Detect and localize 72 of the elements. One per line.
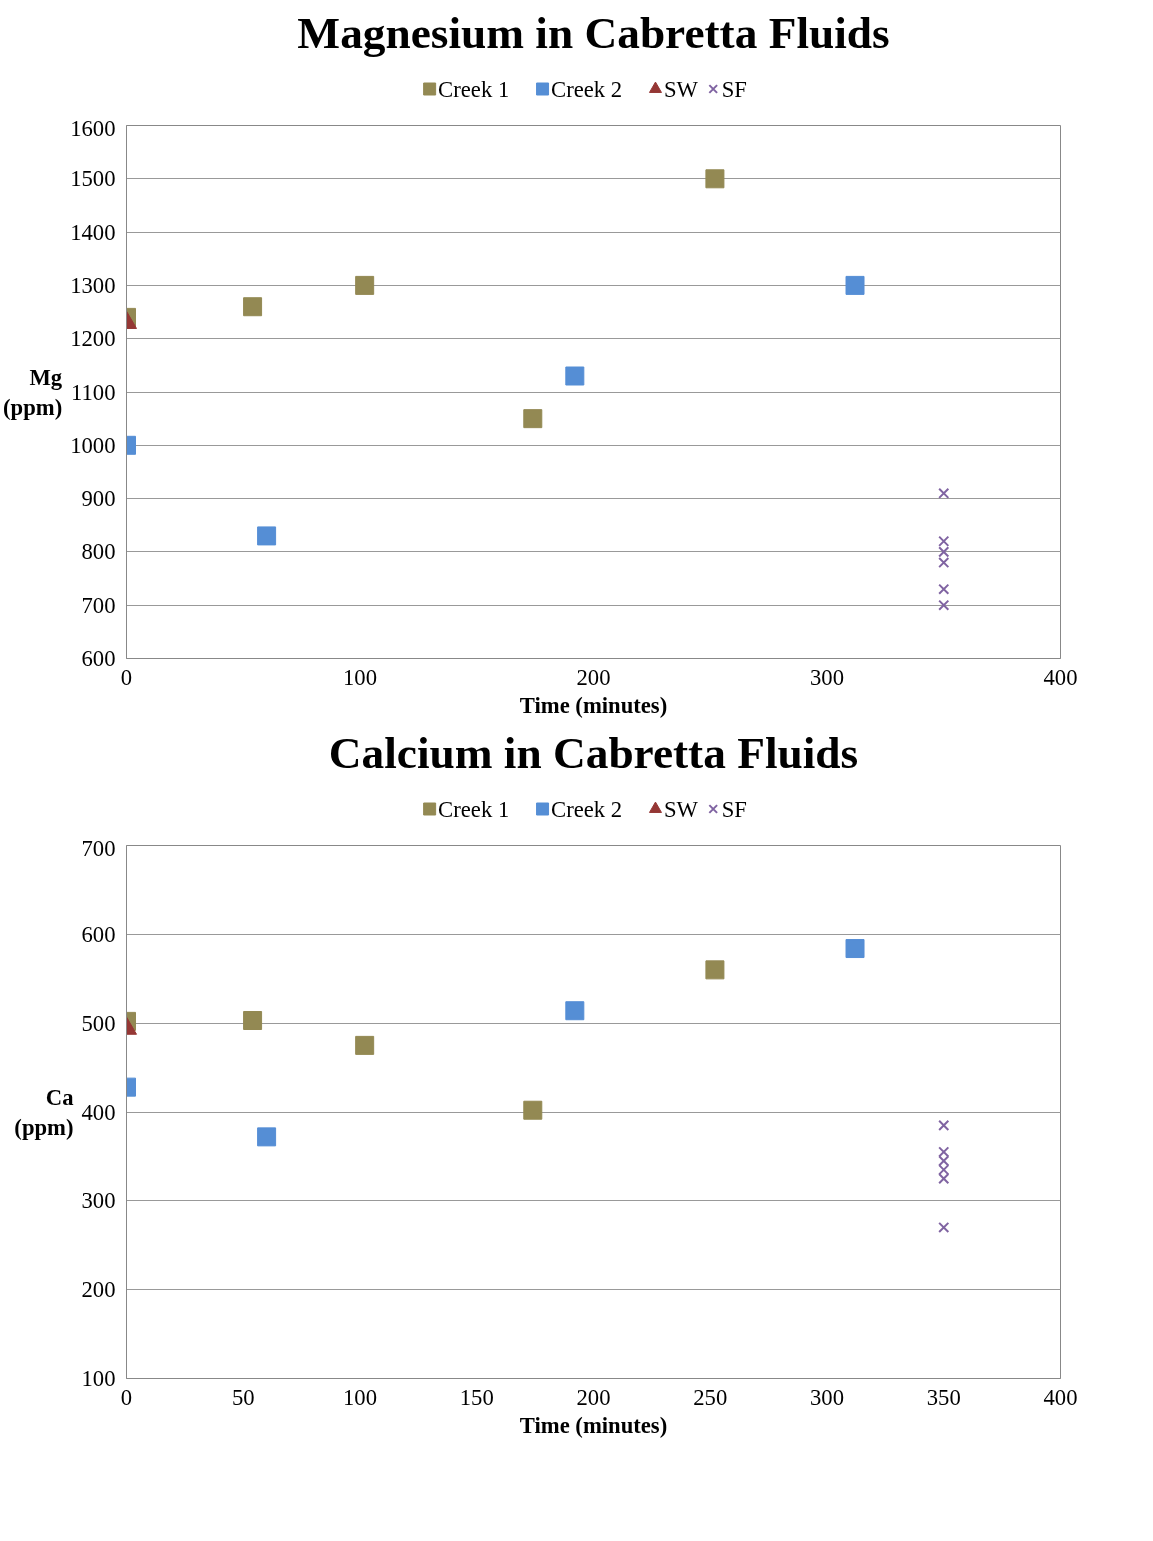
y-tick-label: 1000 xyxy=(70,432,116,458)
point xyxy=(565,1001,585,1021)
y-tick-label: 500 xyxy=(81,1010,116,1036)
y-tick-label: 800 xyxy=(81,539,116,565)
point xyxy=(257,526,277,546)
x-tick-label: 400 xyxy=(1043,664,1078,690)
point xyxy=(938,1146,950,1158)
x-tick-label: 200 xyxy=(576,664,611,690)
x-tick-label: 100 xyxy=(343,1384,377,1410)
x-tick-label: 50 xyxy=(231,1384,255,1410)
point xyxy=(938,487,950,499)
y-tick-label: 700 xyxy=(81,835,116,861)
point xyxy=(845,275,865,295)
point xyxy=(355,1035,375,1055)
x-tick-label: 300 xyxy=(810,664,844,690)
legend-label: Creek 1 xyxy=(438,76,510,102)
point xyxy=(938,583,950,595)
y-tick-label: 1300 xyxy=(70,272,116,298)
x-tick-label: 150 xyxy=(459,1384,494,1410)
legend-label: SF xyxy=(721,76,747,102)
point xyxy=(705,960,725,980)
x-axis-title: Time (minutes) xyxy=(519,1412,668,1438)
legend-label: SW xyxy=(663,796,699,822)
point xyxy=(243,297,263,317)
y-tick-label: 600 xyxy=(81,921,116,947)
x-tick-label: 400 xyxy=(1043,1384,1078,1410)
y-tick-label: 600 xyxy=(81,646,116,671)
point xyxy=(565,366,585,386)
x-tick-label: 0 xyxy=(120,1384,133,1410)
point xyxy=(705,169,725,189)
legend-label: SW xyxy=(663,76,699,102)
point xyxy=(938,535,950,547)
x-tick-label: 100 xyxy=(343,664,377,690)
x-tick-label: 300 xyxy=(810,1384,844,1410)
y-axis-title: Ca (ppm) xyxy=(14,1084,74,1140)
y-tick-label: 200 xyxy=(81,1277,116,1303)
y-tick-label: 300 xyxy=(81,1188,116,1214)
point xyxy=(938,599,950,611)
y-tick-label: 700 xyxy=(81,592,116,618)
chart-title: Magnesium in Cabretta Fluids xyxy=(297,7,890,58)
legend-label: Creek 2 xyxy=(551,796,623,822)
x-tick-label: 350 xyxy=(926,1384,961,1410)
y-tick-label: 400 xyxy=(81,1099,116,1125)
x-tick-label: 0 xyxy=(120,664,133,690)
x-tick-label: 200 xyxy=(576,1384,611,1410)
point xyxy=(938,1119,950,1131)
point xyxy=(355,275,375,295)
y-tick-label: 1200 xyxy=(70,326,116,352)
point xyxy=(523,1100,543,1120)
y-tick-label: 900 xyxy=(81,486,116,512)
chart-title: Calcium in Cabretta Fluids xyxy=(328,727,859,778)
x-tick-label: 250 xyxy=(693,1384,728,1410)
y-tick-label: 1500 xyxy=(70,166,116,192)
point xyxy=(938,556,950,569)
point xyxy=(257,1127,277,1147)
legend-label: Creek 1 xyxy=(438,796,510,822)
point xyxy=(938,1173,950,1185)
point xyxy=(938,1221,950,1234)
x-axis-title: Time (minutes) xyxy=(519,692,668,718)
y-tick-label: 100 xyxy=(81,1366,116,1391)
point xyxy=(243,1011,263,1030)
y-axis-title: Mg (ppm) xyxy=(3,364,63,420)
point xyxy=(523,409,543,429)
point xyxy=(938,546,950,558)
y-tick-label: 1600 xyxy=(70,115,116,141)
point xyxy=(938,1164,950,1176)
y-tick-label: 1400 xyxy=(70,219,116,245)
point xyxy=(845,939,865,959)
y-tick-label: 1100 xyxy=(71,379,116,405)
legend-label: Creek 2 xyxy=(551,76,623,102)
point xyxy=(938,1155,950,1167)
legend-label: SF xyxy=(721,796,747,822)
